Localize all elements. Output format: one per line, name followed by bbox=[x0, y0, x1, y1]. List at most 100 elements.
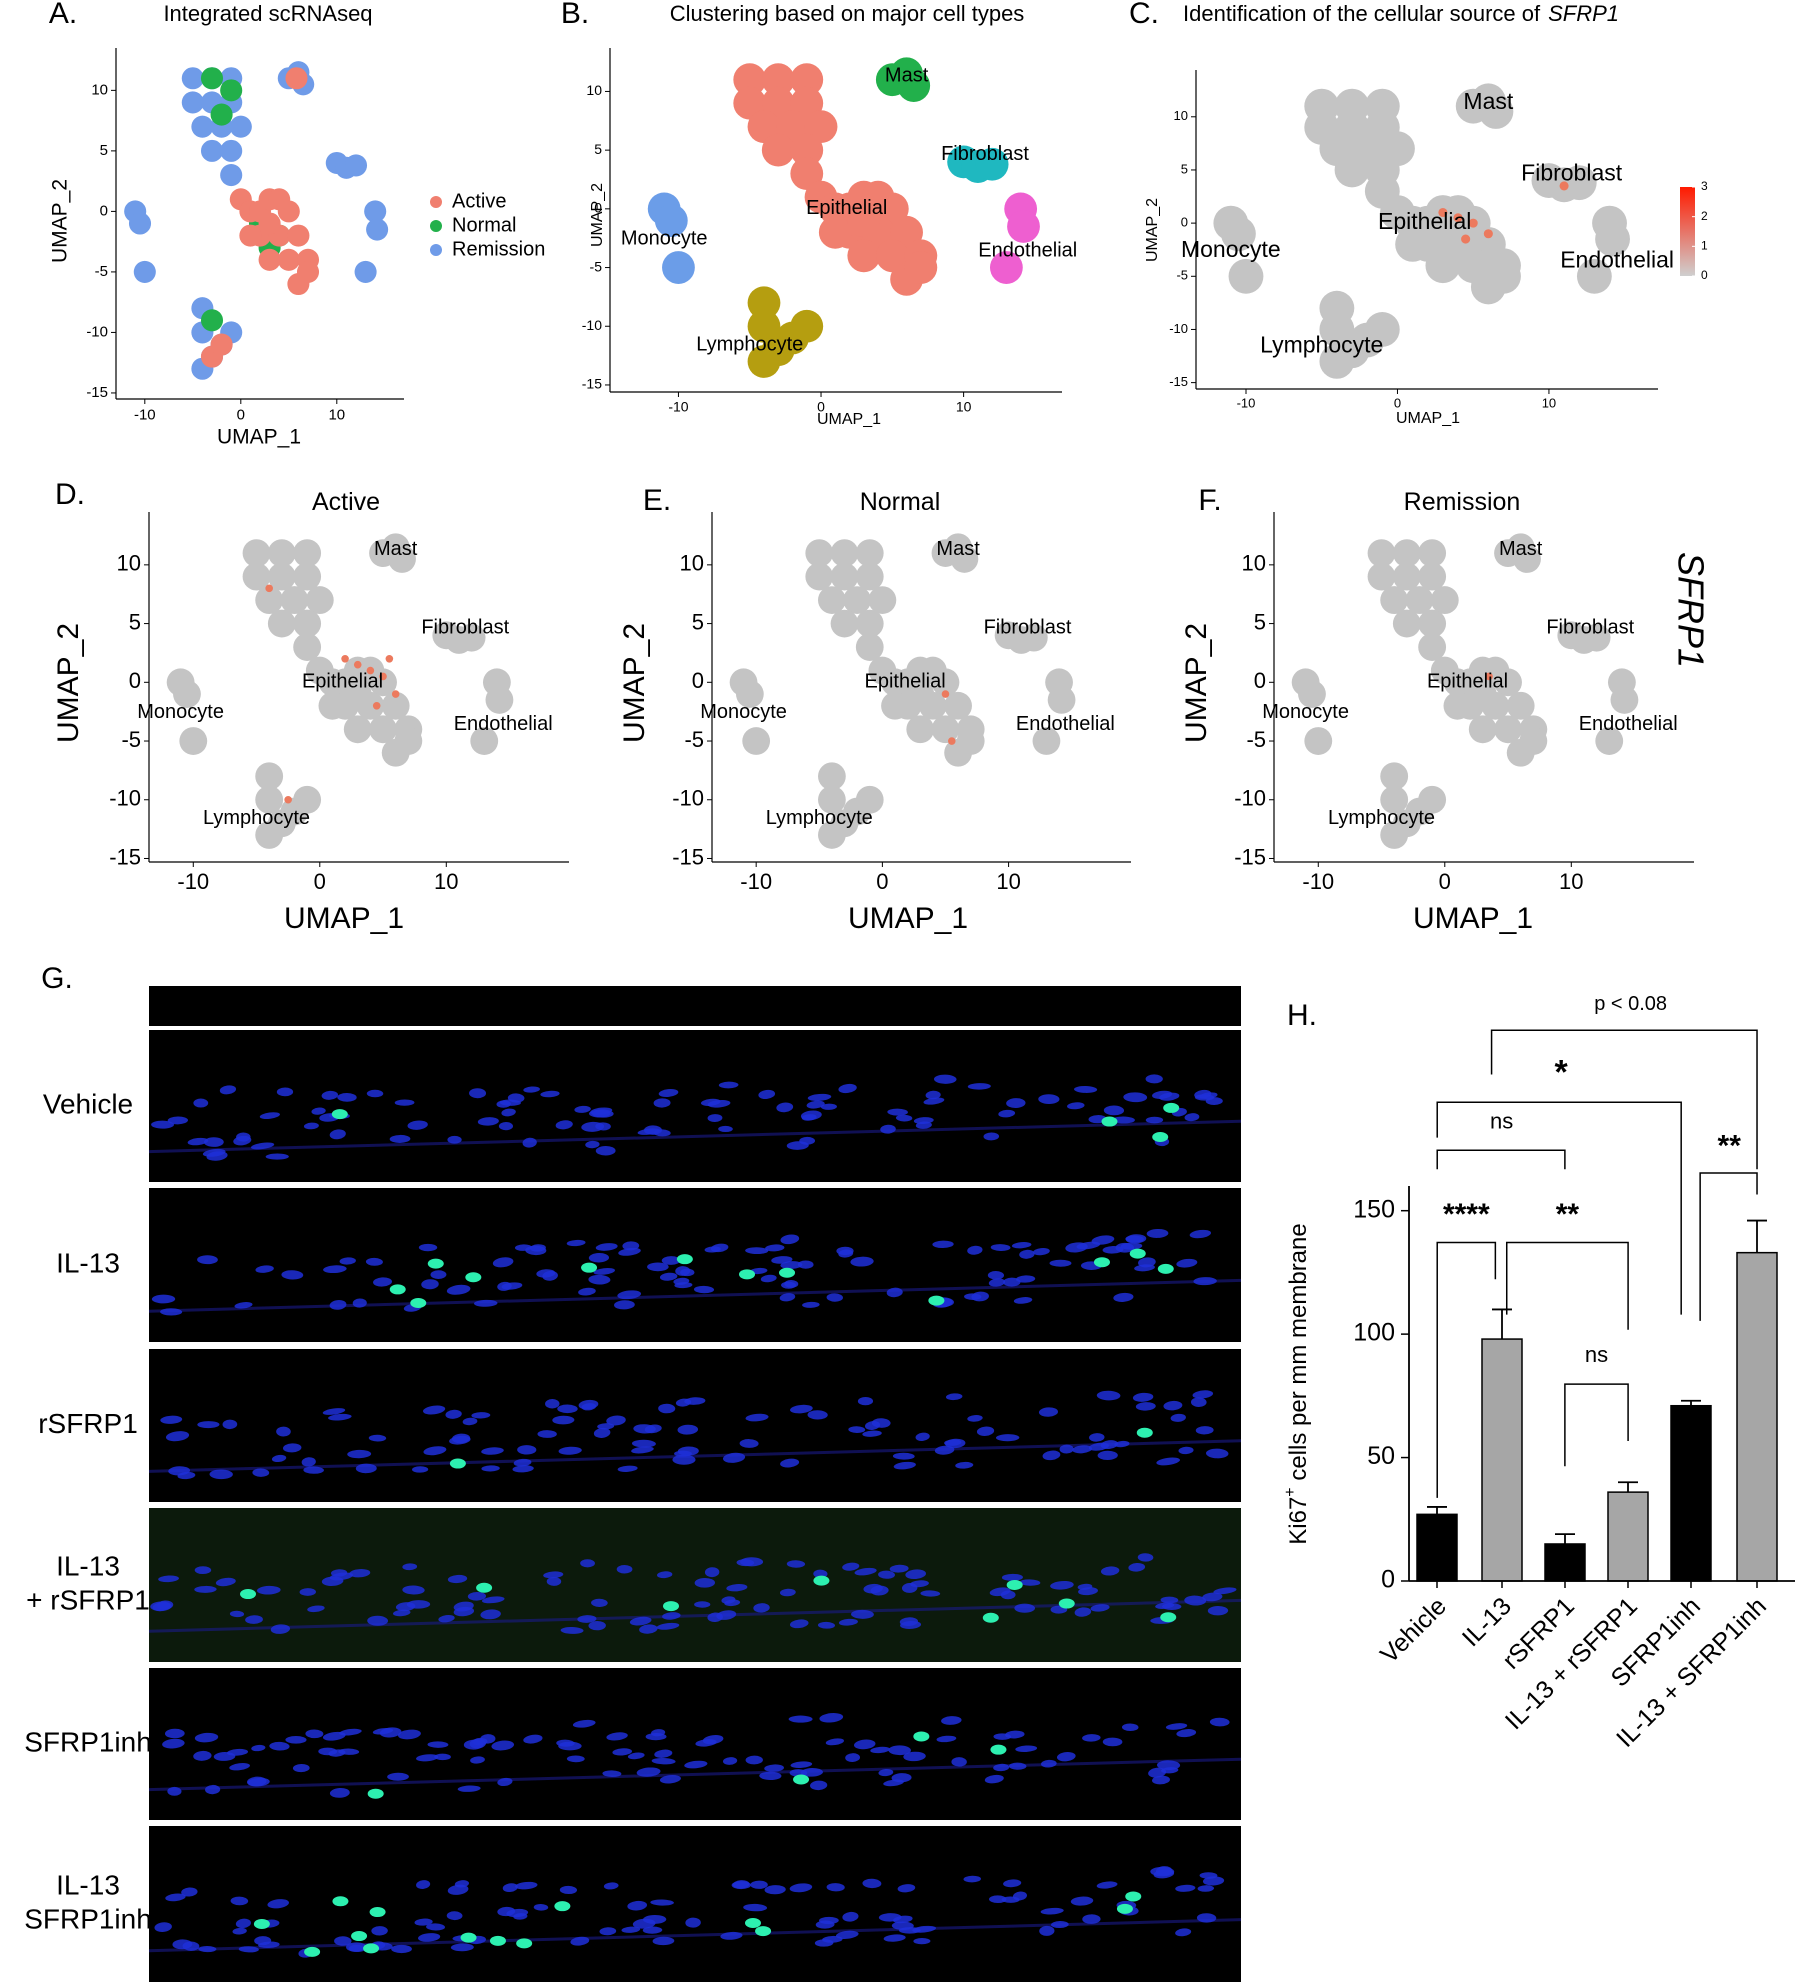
y-axis-label: UMAP_2 bbox=[618, 623, 651, 743]
nucleus bbox=[1114, 1440, 1130, 1448]
nucleus bbox=[234, 1302, 253, 1309]
umap-point bbox=[277, 200, 300, 223]
umap-point bbox=[255, 762, 284, 791]
umap-point bbox=[733, 86, 767, 120]
nucleus bbox=[835, 1930, 859, 1939]
nucleus bbox=[1125, 1234, 1147, 1244]
umap-point bbox=[747, 345, 781, 378]
nucleus bbox=[546, 1577, 562, 1586]
nucleus bbox=[454, 1880, 470, 1888]
nucleus bbox=[213, 1752, 236, 1761]
nucleus bbox=[955, 1461, 974, 1469]
ki67-nucleus bbox=[990, 1744, 1007, 1755]
nucleus bbox=[807, 1093, 832, 1101]
bar bbox=[1416, 1513, 1458, 1582]
ki67-nucleus bbox=[1157, 1263, 1174, 1274]
expression-point bbox=[1468, 218, 1478, 228]
chart-title: Identification of the cellular source of… bbox=[1183, 1, 1619, 26]
umap-point bbox=[287, 224, 310, 247]
umap-point bbox=[818, 821, 846, 849]
nucleus bbox=[1145, 1116, 1164, 1124]
cluster-label: Endothelial bbox=[1016, 713, 1115, 735]
umap-point bbox=[366, 218, 389, 241]
nucleus bbox=[426, 1923, 446, 1931]
umap-point bbox=[818, 785, 846, 814]
nucleus bbox=[591, 1109, 614, 1118]
nucleus bbox=[657, 1571, 673, 1579]
umap-point bbox=[1380, 785, 1409, 814]
row-label: SFRP1inh bbox=[24, 1903, 152, 1934]
expression-point bbox=[948, 737, 956, 745]
nucleus bbox=[895, 1114, 913, 1122]
nucleus bbox=[165, 1893, 186, 1902]
ki67-nucleus bbox=[779, 1267, 796, 1278]
umap-point bbox=[1418, 562, 1447, 591]
nucleus bbox=[513, 1458, 532, 1467]
nucleus bbox=[617, 1465, 638, 1472]
panel-letter: D. bbox=[55, 478, 85, 511]
ki67-nucleus bbox=[449, 1458, 466, 1469]
cluster-label: Epithelial bbox=[865, 671, 946, 693]
umap-point bbox=[1486, 258, 1521, 294]
cluster-label: Endothelial bbox=[1560, 246, 1674, 272]
nucleus bbox=[1202, 1876, 1225, 1886]
y-tick-label: -10 bbox=[672, 786, 704, 811]
nucleus bbox=[891, 1773, 912, 1783]
title-text: Integrated scRNAseq bbox=[163, 1, 372, 26]
nucleus bbox=[566, 1755, 585, 1763]
nucleus bbox=[722, 1757, 738, 1765]
umap-point bbox=[470, 727, 499, 755]
nucleus bbox=[923, 1097, 945, 1105]
nucleus bbox=[1165, 1723, 1188, 1730]
umap-point bbox=[1425, 248, 1461, 284]
panel-letter: B. bbox=[561, 0, 589, 30]
umap-point bbox=[181, 91, 204, 114]
nucleus bbox=[1097, 1450, 1118, 1461]
nucleus bbox=[1001, 1573, 1023, 1581]
umap-point bbox=[1595, 221, 1630, 257]
nucleus bbox=[1076, 1241, 1101, 1250]
nucleus bbox=[913, 1117, 934, 1125]
nucleus bbox=[517, 1445, 537, 1455]
expression-point bbox=[265, 584, 273, 593]
ki67-nucleus bbox=[489, 1935, 506, 1946]
nucleus bbox=[1134, 1264, 1155, 1272]
nucleus bbox=[889, 1564, 909, 1573]
chart-title: Remission bbox=[1404, 488, 1521, 516]
x-axis-label: UMAP_1 bbox=[284, 902, 404, 935]
nucleus bbox=[984, 1774, 1004, 1784]
umap-point bbox=[220, 79, 243, 102]
nucleus bbox=[674, 1282, 693, 1289]
x-tick-label: 10 bbox=[434, 869, 458, 894]
umap-point bbox=[200, 67, 224, 90]
nucleus bbox=[328, 1749, 346, 1757]
nucleus bbox=[513, 1913, 528, 1920]
nucleus bbox=[990, 1244, 1011, 1251]
error-bar bbox=[1681, 1399, 1701, 1406]
nucleus bbox=[644, 1125, 662, 1135]
nucleus bbox=[639, 1624, 658, 1634]
nucleus bbox=[194, 1585, 217, 1593]
cluster-label: Monocyte bbox=[700, 701, 787, 723]
nucleus bbox=[814, 1939, 834, 1947]
expression-point bbox=[1453, 213, 1463, 223]
nucleus bbox=[164, 1728, 185, 1739]
expression-point bbox=[1483, 229, 1493, 239]
row-label: IL-13 bbox=[56, 1247, 120, 1278]
nucleus bbox=[473, 1299, 498, 1307]
umap-point bbox=[975, 147, 1009, 181]
ki67-nucleus bbox=[427, 1258, 444, 1269]
umap-point bbox=[818, 215, 852, 249]
significance-label: ns bbox=[1585, 1342, 1608, 1367]
nucleus bbox=[599, 1927, 617, 1936]
ki67-nucleus bbox=[331, 1109, 348, 1120]
nucleus bbox=[371, 1926, 388, 1936]
nucleus bbox=[259, 1112, 281, 1119]
nucleus bbox=[988, 1895, 1007, 1904]
y-tick-label: 5 bbox=[594, 141, 602, 157]
nucleus bbox=[722, 1452, 746, 1463]
nucleus bbox=[407, 1120, 428, 1130]
umap-point bbox=[394, 727, 423, 755]
umap-point bbox=[267, 609, 296, 638]
micrograph-image bbox=[148, 1508, 1242, 1662]
